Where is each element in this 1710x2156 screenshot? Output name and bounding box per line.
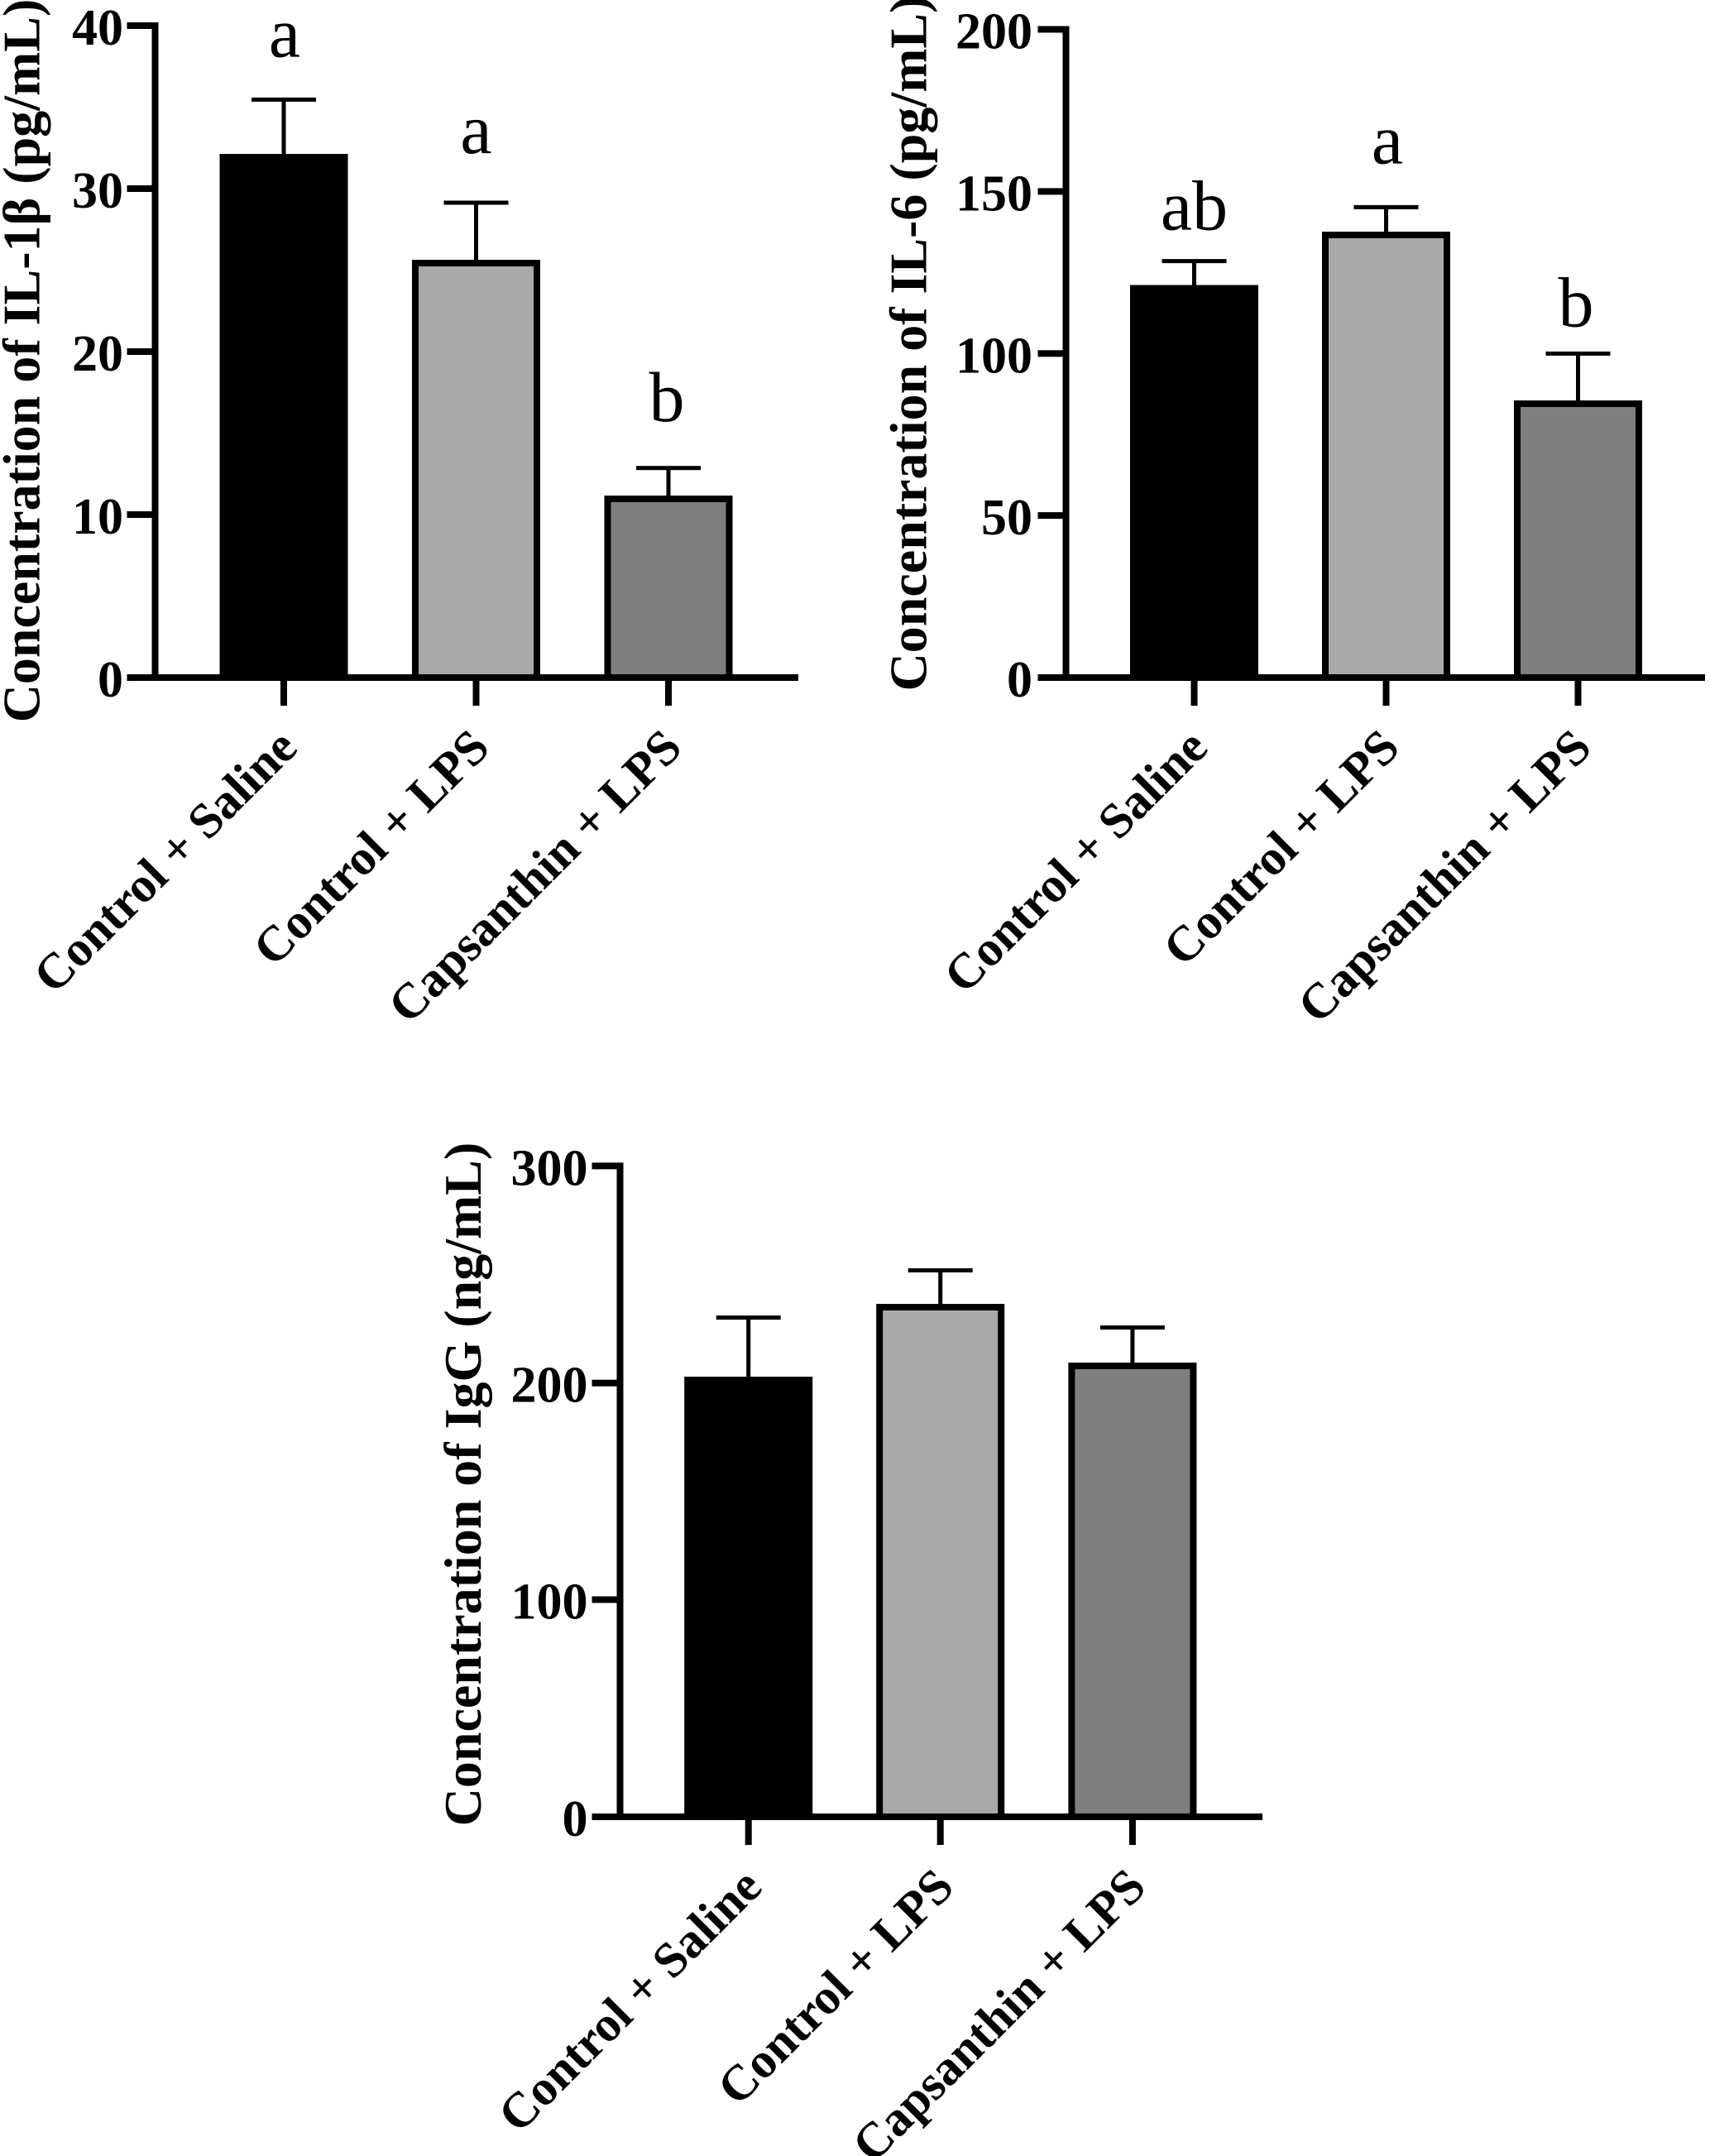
svg-text:200: 200 [511,1358,588,1414]
svg-text:150: 150 [956,165,1032,222]
svg-text:10: 10 [72,489,123,545]
svg-text:Concentration of IL-1β (pg/mL): Concentration of IL-1β (pg/mL) [0,0,51,722]
svg-text:Concentration of IgG (ng/mL): Concentration of IgG (ng/mL) [433,1143,492,1827]
svg-text:0: 0 [563,1791,588,1847]
svg-text:0: 0 [1007,652,1032,708]
svg-text:100: 100 [511,1574,588,1631]
svg-text:200: 200 [956,4,1032,60]
svg-text:100: 100 [956,328,1032,384]
svg-text:a: a [460,89,491,169]
svg-text:Concentration of IL-6 (pg/mL): Concentration of IL-6 (pg/mL) [879,0,938,691]
svg-text:50: 50 [981,490,1032,546]
svg-text:20: 20 [72,326,123,382]
svg-text:30: 30 [72,163,123,219]
svg-text:b: b [1559,263,1594,343]
svg-text:40: 40 [72,0,123,56]
svg-text:b: b [649,357,685,437]
svg-text:ab: ab [1161,165,1228,245]
svg-text:a: a [269,0,300,73]
svg-text:a: a [1372,99,1403,179]
svg-text:300: 300 [511,1140,588,1196]
svg-text:0: 0 [98,652,123,708]
